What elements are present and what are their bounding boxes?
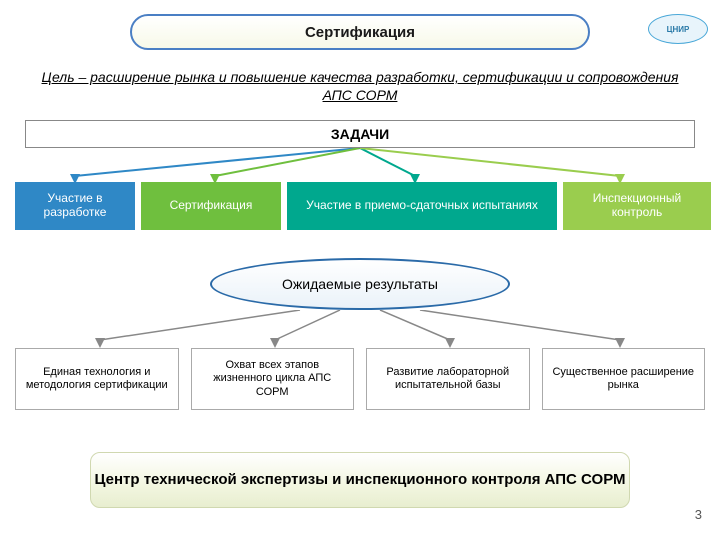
logo-badge: ЦНИР [648,14,708,44]
tasks-row: Участие в разработкеСертификацияУчастие … [15,182,705,230]
result-box: Единая технология и методология сертифик… [15,348,179,410]
goal-text: Цель – расширение рынка и повышение каче… [30,68,690,104]
result-box: Развитие лабораторной испытательной базы [366,348,530,410]
bottom-title: Центр технической экспертизы и инспекцио… [90,452,630,508]
result-box: Существенное расширение рынка [542,348,706,410]
results-heading: Ожидаемые результаты [210,258,510,310]
slide-title: Сертификация [130,14,590,50]
tasks-heading: ЗАДАЧИ [25,120,695,148]
task-box: Участие в приемо-сдаточных испытаниях [287,182,557,230]
result-arrows [0,310,720,348]
task-box: Инспекционный контроль [563,182,711,230]
task-box: Участие в разработке [15,182,135,230]
task-arrows [0,148,720,184]
task-box: Сертификация [141,182,281,230]
page-number: 3 [695,507,702,522]
results-row: Единая технология и методология сертифик… [15,348,705,410]
result-box: Охват всех этапов жизненного цикла АПС С… [191,348,355,410]
